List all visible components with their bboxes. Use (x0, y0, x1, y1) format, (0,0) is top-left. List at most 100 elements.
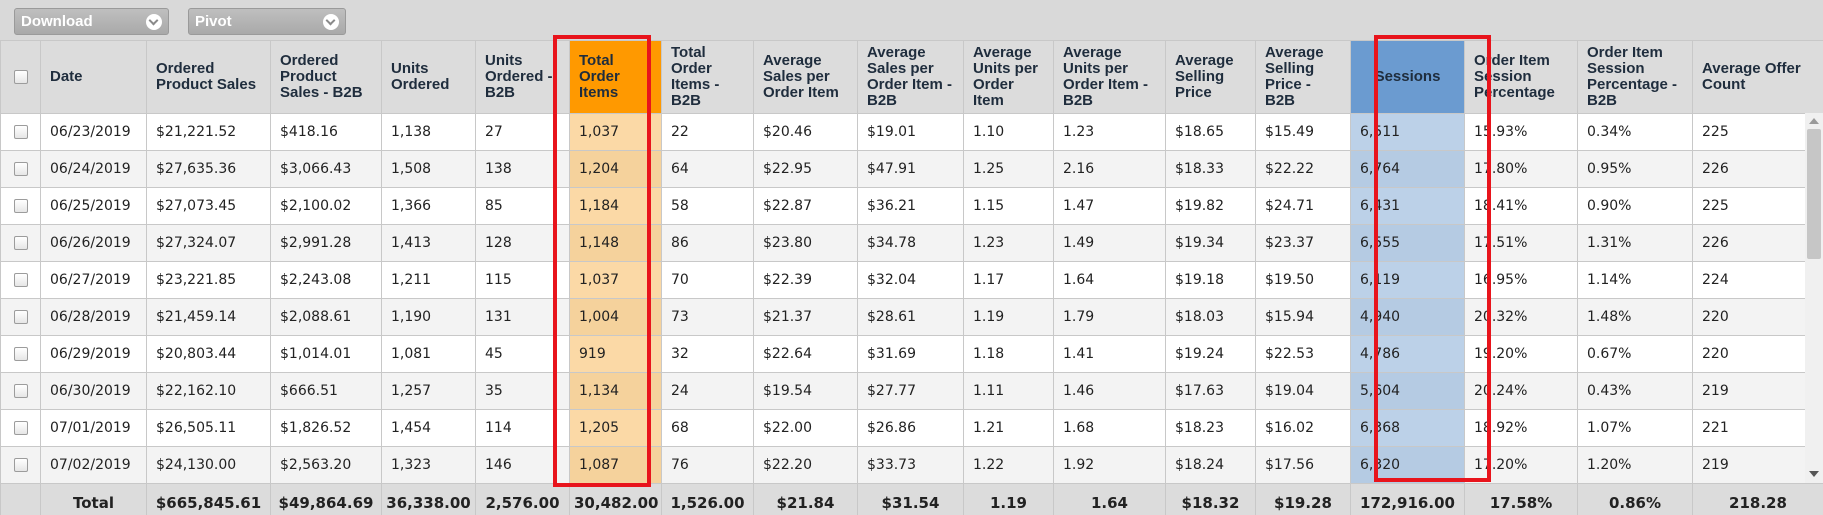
cell-ordered-product-sales: $24,130.00 (146, 446, 271, 484)
column-header-average-selling-price[interactable]: Average Selling Price (1165, 40, 1256, 114)
cell-average-sales-per-order-item: $22.87 (753, 187, 858, 225)
cell-average-selling-price: $19.82 (1165, 187, 1256, 225)
pivot-dropdown-label: Pivot (195, 13, 232, 30)
cell-average-selling-price-b2b: $17.56 (1255, 446, 1351, 484)
table-row: 06/30/2019 $22,162.10 $666.51 1,257 35 1,134 2… (0, 372, 1823, 410)
cell-average-offer-count: 219 (1692, 372, 1823, 410)
column-header-units-ordered[interactable]: Units Ordered (381, 40, 476, 114)
select-all-checkbox[interactable] (13, 70, 28, 85)
column-header-average-sales-per-order-item[interactable]: Average Sales per Order Item (753, 40, 858, 114)
cell-ordered-product-sales-b2b: $3,066.43 (270, 150, 382, 188)
column-header-total-order-items[interactable]: Total Order Items (569, 40, 662, 114)
cell-order-item-session-percentage-b2b: 1.48% (1577, 298, 1693, 336)
cell-average-units-per-order-item: 1.17 (963, 261, 1054, 299)
row-checkbox[interactable] (13, 310, 28, 324)
row-checkbox-cell[interactable] (0, 298, 41, 336)
row-checkbox[interactable] (13, 458, 28, 472)
cell-average-selling-price-b2b: $15.94 (1255, 298, 1351, 336)
row-checkbox[interactable] (13, 421, 28, 435)
row-checkbox-cell[interactable] (0, 409, 41, 447)
row-checkbox[interactable] (13, 199, 28, 213)
row-checkbox[interactable] (13, 347, 28, 361)
cell-average-units-per-order-item-b2b: 1.79 (1053, 298, 1166, 336)
row-checkbox-cell[interactable] (0, 446, 41, 484)
cell-date: 06/28/2019 (40, 298, 147, 336)
cell-average-units-per-order-item: 1.18 (963, 335, 1054, 373)
row-checkbox-cell[interactable] (0, 187, 41, 225)
column-header-ordered-product-sales[interactable]: Ordered Product Sales (146, 40, 271, 114)
row-checkbox[interactable] (13, 384, 28, 398)
cell-ordered-product-sales: $21,459.14 (146, 298, 271, 336)
cell-sessions: 4,940 (1350, 298, 1465, 336)
row-checkbox-cell[interactable] (0, 224, 41, 262)
cell-average-sales-per-order-item-b2b: $34.78 (857, 224, 964, 262)
cell-average-units-per-order-item-b2b: 1.23 (1053, 113, 1166, 151)
row-checkbox[interactable] (13, 125, 28, 139)
vertical-scrollbar[interactable] (1805, 113, 1823, 483)
cell-average-selling-price-b2b: $22.22 (1255, 150, 1351, 188)
cell-average-units-per-order-item-b2b: 1.92 (1053, 446, 1166, 484)
cell-total-order-items-b2b: 22 (661, 113, 754, 151)
cell-total-order-items-b2b: 70 (661, 261, 754, 299)
scroll-thumb[interactable] (1807, 129, 1821, 259)
total-order-item-session-percentage: 17.58% (1464, 483, 1578, 515)
cell-average-offer-count: 225 (1692, 187, 1823, 225)
column-header-average-units-per-order-item-b2b[interactable]: Average Units per Order Item - B2B (1053, 40, 1166, 114)
cell-sessions: 6,431 (1350, 187, 1465, 225)
cell-average-sales-per-order-item: $21.37 (753, 298, 858, 336)
cell-ordered-product-sales: $23,221.85 (146, 261, 271, 299)
cell-date: 06/23/2019 (40, 113, 147, 151)
cell-average-units-per-order-item-b2b: 2.16 (1053, 150, 1166, 188)
column-header-units-ordered-b2b[interactable]: Units Ordered - B2B (475, 40, 570, 114)
scroll-down-icon[interactable] (1809, 471, 1819, 477)
cell-average-sales-per-order-item: $22.95 (753, 150, 858, 188)
row-checkbox-cell[interactable] (0, 372, 41, 410)
pivot-dropdown[interactable]: Pivot (188, 8, 346, 35)
column-header-date[interactable]: Date (40, 40, 147, 114)
cell-units-ordered-b2b: 128 (475, 224, 570, 262)
cell-average-units-per-order-item: 1.21 (963, 409, 1054, 447)
cell-order-item-session-percentage: 17.51% (1464, 224, 1578, 262)
cell-average-sales-per-order-item-b2b: $32.04 (857, 261, 964, 299)
cell-units-ordered-b2b: 27 (475, 113, 570, 151)
row-checkbox-cell[interactable] (0, 113, 41, 151)
report-table-container: Date Ordered Product Sales Ordered Product… (0, 40, 1823, 515)
cell-total-order-items-b2b: 24 (661, 372, 754, 410)
cell-sessions: 4,786 (1350, 335, 1465, 373)
column-header-order-item-session-percentage[interactable]: Order Item Session Percentage (1464, 40, 1578, 114)
row-checkbox[interactable] (13, 162, 28, 176)
cell-units-ordered-b2b: 45 (475, 335, 570, 373)
column-header-ordered-product-sales-b2b[interactable]: Ordered Product Sales - B2B (270, 40, 382, 114)
row-checkbox-cell[interactable] (0, 261, 41, 299)
column-header-order-item-session-percentage-b2b[interactable]: Order Item Session Percentage - B2B (1577, 40, 1693, 114)
cell-units-ordered-b2b: 35 (475, 372, 570, 410)
column-header-sessions[interactable]: Sessions (1350, 40, 1465, 114)
cell-units-ordered-b2b: 131 (475, 298, 570, 336)
column-header-average-offer-count[interactable]: Average Offer Count (1692, 40, 1823, 114)
row-checkbox[interactable] (13, 236, 28, 250)
cell-average-units-per-order-item: 1.23 (963, 224, 1054, 262)
row-checkbox-cell[interactable] (0, 150, 41, 188)
cell-average-selling-price: $18.03 (1165, 298, 1256, 336)
column-header-average-units-per-order-item[interactable]: Average Units per Order Item (963, 40, 1054, 114)
download-dropdown[interactable]: Download (14, 8, 169, 35)
column-header-total-order-items-b2b[interactable]: Total Order Items - B2B (661, 40, 754, 114)
cell-units-ordered: 1,323 (381, 446, 476, 484)
cell-average-selling-price: $18.33 (1165, 150, 1256, 188)
scroll-up-icon[interactable] (1809, 118, 1819, 124)
row-checkbox-cell[interactable] (0, 335, 41, 373)
column-header-average-selling-price-b2b[interactable]: Average Selling Price - B2B (1255, 40, 1351, 114)
row-checkbox[interactable] (13, 273, 28, 287)
cell-units-ordered-b2b: 138 (475, 150, 570, 188)
cell-ordered-product-sales: $22,162.10 (146, 372, 271, 410)
select-all-checkbox-cell[interactable] (0, 40, 41, 114)
table-body: 06/23/2019 $21,221.52 $418.16 1,138 27 1,037 2… (0, 113, 1823, 484)
cell-order-item-session-percentage-b2b: 0.43% (1577, 372, 1693, 410)
column-header-average-sales-per-order-item-b2b[interactable]: Average Sales per Order Item - B2B (857, 40, 964, 114)
cell-ordered-product-sales-b2b: $2,563.20 (270, 446, 382, 484)
total-units-ordered: 36,338.00 (381, 483, 476, 515)
cell-order-item-session-percentage-b2b: 1.14% (1577, 261, 1693, 299)
cell-average-sales-per-order-item: $19.54 (753, 372, 858, 410)
cell-ordered-product-sales: $21,221.52 (146, 113, 271, 151)
total-average-sales-per-order-item-b2b: $31.54 (857, 483, 964, 515)
